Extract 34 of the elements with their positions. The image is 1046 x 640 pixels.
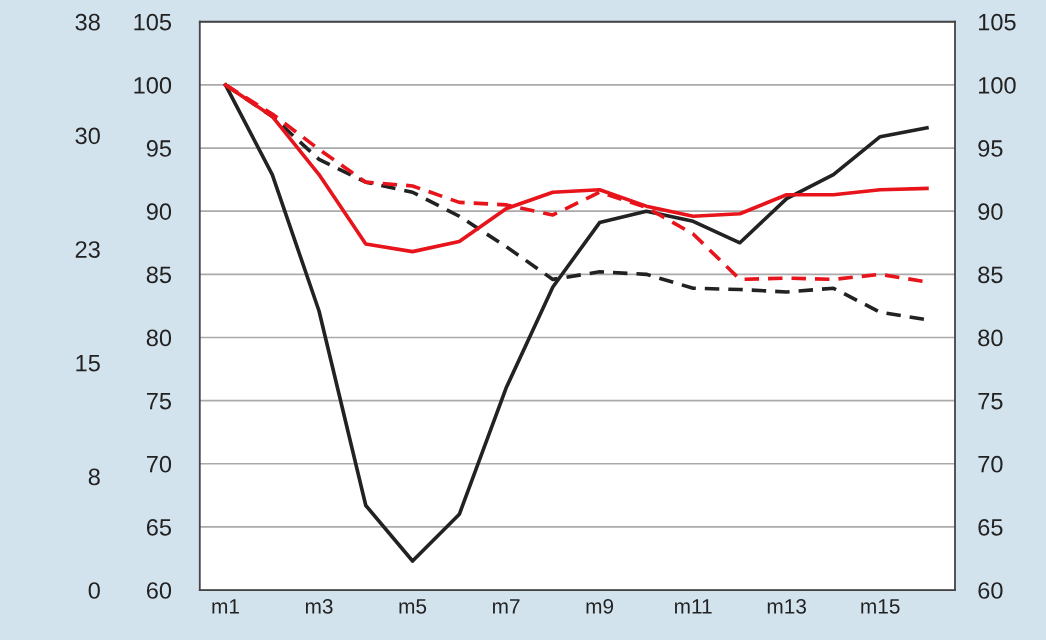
y-tick-label: 105 bbox=[134, 13, 172, 31]
y-tick-label: 70 bbox=[146, 455, 172, 473]
x-tick-label: m7 bbox=[492, 599, 520, 614]
x-tick-label: m11 bbox=[675, 599, 712, 614]
y2-tick-label: 60 bbox=[978, 582, 1003, 599]
y2-tick-label: 95 bbox=[978, 140, 1003, 157]
y-tick-label: 85 bbox=[146, 266, 172, 284]
y-tick-label: 95 bbox=[146, 140, 172, 157]
y3-tick-label: 8 bbox=[88, 468, 100, 486]
x-tick-label: m5 bbox=[399, 599, 427, 614]
y2-tick-label: 70 bbox=[978, 455, 1003, 473]
y-tick-label: 90 bbox=[146, 203, 172, 220]
y-tick-label: 75 bbox=[146, 392, 172, 410]
y3-tick-label: 38 bbox=[75, 13, 100, 31]
y2-tick-label: 65 bbox=[978, 519, 1003, 536]
y2-tick-label: 100 bbox=[979, 76, 1016, 94]
y2-tick-label: 80 bbox=[978, 329, 1003, 347]
x-tick-label: m1 bbox=[212, 599, 239, 614]
x-tick-label: m15 bbox=[861, 599, 900, 614]
y2-tick-label: 85 bbox=[978, 266, 1003, 284]
y-tick-label: 100 bbox=[134, 76, 172, 94]
y2-tick-label: 105 bbox=[979, 13, 1016, 31]
y3-tick-label: 15 bbox=[76, 355, 100, 372]
x-tick-label: m3 bbox=[305, 598, 333, 614]
y-tick-label: 65 bbox=[146, 519, 172, 536]
y3-tick-label: 0 bbox=[88, 582, 100, 599]
x-tick-label: m9 bbox=[586, 598, 614, 614]
y-tick-label: 60 bbox=[146, 582, 172, 599]
x-tick-label: m13 bbox=[767, 598, 806, 614]
y2-tick-label: 75 bbox=[978, 392, 1003, 410]
y2-tick-label: 90 bbox=[978, 203, 1003, 220]
y3-tick-label: 30 bbox=[75, 127, 100, 145]
y3-tick-label: 23 bbox=[75, 241, 100, 258]
y-tick-label: 80 bbox=[146, 329, 172, 347]
